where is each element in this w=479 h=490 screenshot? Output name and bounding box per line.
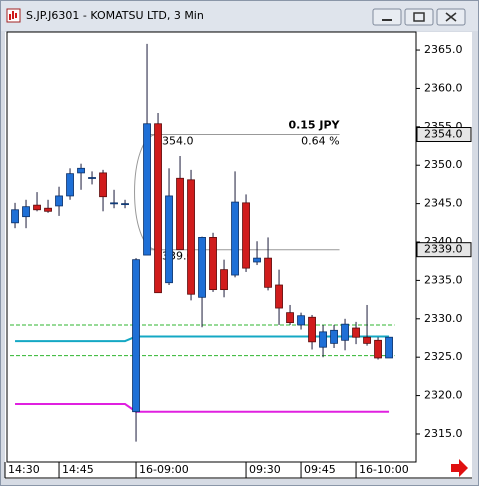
- x-tick-label: 16-09:00: [139, 463, 189, 476]
- maximize-button[interactable]: [404, 8, 434, 26]
- candle-body: [22, 206, 30, 218]
- candle-body: [44, 207, 52, 212]
- price-box: [416, 127, 472, 143]
- candle-body: [176, 177, 184, 251]
- candle-body: [187, 179, 195, 295]
- candle-body: [33, 204, 41, 211]
- app-icon-bar: [9, 14, 11, 20]
- price-box-label: 2354.0: [424, 128, 463, 141]
- x-tick-label: 09:45: [304, 463, 336, 476]
- candle-body: [275, 284, 283, 309]
- candle-body: [66, 173, 74, 197]
- y-tick-label: 2330.0: [424, 312, 463, 325]
- price-box-label: 2339.0: [424, 243, 463, 256]
- app-icon-bar: [12, 11, 14, 19]
- overlay-line: [15, 403, 390, 413]
- close-icon: [445, 12, 457, 22]
- candle-body: [308, 316, 316, 343]
- candle-body: [297, 315, 305, 326]
- y-tick-label: 2350.0: [424, 158, 463, 171]
- y-tick-label: 2325.0: [424, 350, 463, 363]
- measure-change: 0.15 JPY: [288, 119, 340, 132]
- measure-percent: 0.64 %: [301, 135, 339, 148]
- x-tick-label: 14:30: [8, 463, 40, 476]
- candle-body: [11, 209, 19, 224]
- candle-body: [209, 237, 217, 291]
- measure-label: 2339.0: [155, 250, 194, 263]
- candle-body: [352, 327, 360, 338]
- candle-body: [88, 177, 96, 179]
- y-tick-label: 2335.0: [424, 273, 463, 286]
- candle-body: [264, 257, 272, 288]
- y-tick-label: 2345.0: [424, 197, 463, 210]
- x-tick-label: 14:45: [62, 463, 94, 476]
- maximize-icon: [413, 12, 425, 22]
- y-tick-label: 2360.0: [424, 81, 463, 94]
- candle-body: [330, 329, 338, 344]
- candle-body: [253, 257, 261, 263]
- candle-body: [286, 312, 294, 324]
- candle-body: [165, 195, 173, 284]
- candle-body: [77, 167, 85, 174]
- candle-body: [374, 339, 382, 359]
- y-tick-label: 2315.0: [424, 427, 463, 440]
- candle-body: [341, 323, 349, 341]
- scroll-arrow[interactable]: [451, 459, 468, 477]
- candle-body: [363, 336, 371, 344]
- candle-body: [319, 331, 327, 348]
- candle-body: [242, 202, 250, 269]
- candle-body: [99, 172, 107, 198]
- plot: 2315.02320.02325.02330.02335.02340.02345…: [4, 43, 472, 478]
- candle-body: [110, 202, 118, 205]
- candle-body: [132, 259, 140, 413]
- x-tick-label: 09:30: [249, 463, 281, 476]
- x-tick-label: 16-10:00: [359, 463, 409, 476]
- minimize-icon: [382, 19, 392, 21]
- candle-body: [385, 336, 393, 359]
- candle-body: [143, 123, 151, 256]
- candle-body: [220, 269, 228, 291]
- candle-body: [121, 203, 129, 206]
- y-tick-label: 2320.0: [424, 389, 463, 402]
- candle-body: [55, 195, 63, 207]
- candle-body: [231, 201, 239, 276]
- candle-body: [154, 123, 162, 294]
- y-tick-label: 2365.0: [424, 43, 463, 56]
- price-box: [416, 242, 472, 258]
- minimize-button[interactable]: [372, 8, 402, 26]
- window-title: S.JP.J6301 - KOMATSU LTD, 3 Min: [26, 9, 204, 22]
- candle-body: [198, 237, 206, 298]
- app-icon-bar: [15, 13, 17, 18]
- measure-label: 2354.0: [155, 135, 194, 148]
